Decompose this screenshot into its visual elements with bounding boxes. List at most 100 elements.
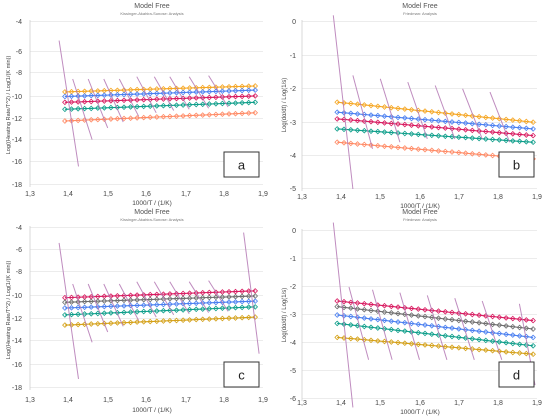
series-point [68,88,75,95]
y-ticks: -4 -6 -8 -10 -12 -14 -16 -18 [12,225,22,392]
series-point [435,308,442,314]
y-tick-label: -16 [12,159,22,166]
series-point [530,334,536,341]
series-point [428,331,435,338]
series-point [516,131,523,138]
series-point [173,102,180,109]
series-point [341,109,347,116]
series-point [101,303,108,310]
fit-line [332,222,354,408]
series-point [147,308,154,315]
series-point [395,327,401,334]
series-point [153,318,160,325]
fit-line [169,281,190,314]
series-point [489,321,496,328]
series-point [503,349,509,355]
series-point [108,104,114,111]
series-point [354,141,361,147]
series-point [489,136,496,143]
series-point [422,322,428,328]
series-point [523,317,530,323]
series-point [422,342,428,348]
series-point [88,304,95,310]
series-point [408,305,415,312]
series-point [213,315,219,322]
series-point [81,98,88,105]
y-tick-label: -8 [16,70,22,77]
series-line [337,314,534,338]
series-point [395,144,401,151]
x-axis-label: 1000/T / (1/K) [400,203,440,210]
y-tick-label: -5 [290,368,296,375]
series-point [482,329,489,335]
fit-line [348,286,370,360]
series-point [114,292,121,299]
series-point [482,152,489,158]
series-point [482,121,489,128]
series-point [374,338,381,344]
series-point [245,99,252,106]
series-point [108,303,114,310]
panel-title: Model Free [402,209,438,216]
series-point [62,106,68,113]
series-point [193,306,200,313]
x-tick-label: 1,7 [454,194,464,201]
series-point [503,123,509,130]
series-point [395,121,401,127]
fit-line [58,40,79,167]
fit-line [188,281,210,313]
y-axis-label: Log((Heating Rate/T^2) / Log(1/(K min)) [6,56,12,155]
series-point [226,100,232,107]
series-point [462,112,469,119]
x-tick-label: 1,9 [532,194,542,201]
series-point [449,309,455,316]
series-point [449,333,455,340]
series-point [193,316,200,323]
y-tick-label: -6 [16,49,22,56]
series-point [213,305,219,312]
series-point [147,114,154,121]
series-point [455,317,462,324]
series-point [455,126,462,133]
series-point [140,103,147,110]
series-point [334,334,341,341]
series-point [180,317,186,324]
series-point [147,103,154,110]
fit-line [379,78,401,143]
series-point [415,122,422,129]
y-tick-label: -12 [12,116,22,123]
x-tick-label: 1,4 [63,397,73,404]
series-point [347,126,354,133]
series-point [496,330,503,337]
y-tick-label: -5 [290,186,296,193]
series-point [199,84,206,91]
series-point [206,84,213,91]
series-point [232,87,239,94]
fit-line [489,91,511,143]
series-point [153,296,160,303]
series-point [388,309,395,316]
fit-line [136,76,157,114]
series-point [496,137,503,143]
series-point [354,111,361,117]
series-point [68,117,75,124]
series-point [496,339,503,345]
series-point [140,318,147,325]
series-point [94,88,101,94]
series-point [415,116,422,122]
series-point [388,326,395,333]
series-point [341,126,347,133]
series-point [252,109,259,116]
series-point [374,128,381,135]
y-ticks: 0 -1 -2 -3 -4 -5 -6 [290,228,296,403]
series-line [64,290,256,299]
series-point [381,309,388,315]
plot-area [301,15,537,191]
series-point [127,104,134,110]
series-point [62,294,68,301]
panel-title: Model Free [134,3,170,10]
series-point [422,116,428,123]
y-tick-label: -8 [16,269,22,276]
series-point [252,87,259,93]
x-tick-label: 1,8 [493,400,503,407]
